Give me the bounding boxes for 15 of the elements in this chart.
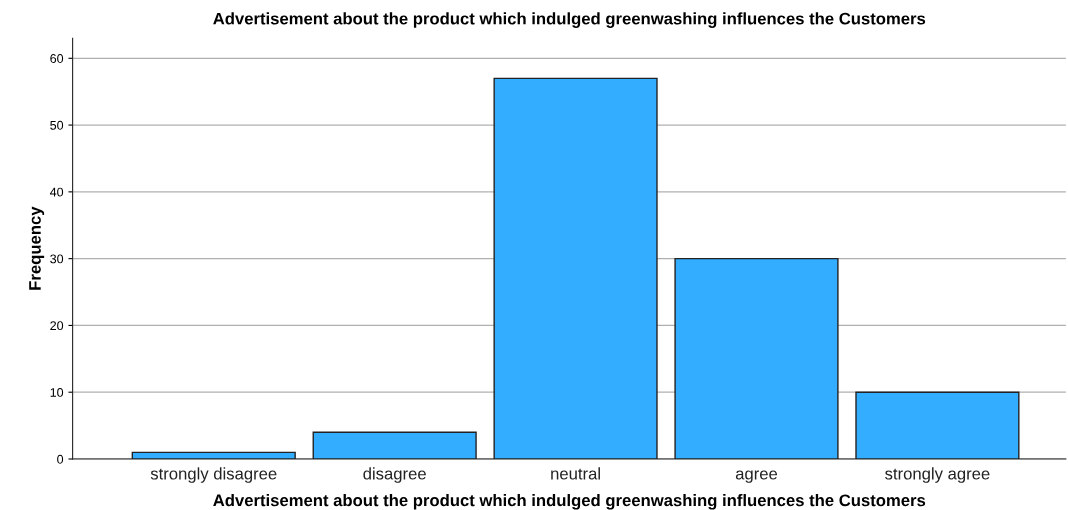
y-tick-label: 10 [50, 388, 64, 397]
y-axis-title: Frequency [29, 206, 45, 290]
y-tick-label: 60 [50, 54, 64, 63]
x-tick-label: agree [735, 470, 778, 483]
x-tick-label: strongly disagree [150, 467, 277, 483]
x-tick-label: strongly agree [885, 467, 990, 483]
y-tick-label: 30 [50, 254, 64, 264]
x-tick-label: neutral [551, 467, 600, 480]
y-tick-label: 0 [57, 454, 64, 464]
y-tick-label: 40 [49, 187, 64, 197]
y-tick-label: 50 [50, 120, 64, 130]
chart-title: Advertisement about the product which indulged greenwashing influences the Customers [213, 12, 926, 28]
x-axis-title: Advertisement about the product which indulged greenwashing influences the Customers [213, 493, 926, 510]
x-tick-label: disagree [363, 467, 426, 483]
y-tick-label: 20 [50, 321, 64, 331]
